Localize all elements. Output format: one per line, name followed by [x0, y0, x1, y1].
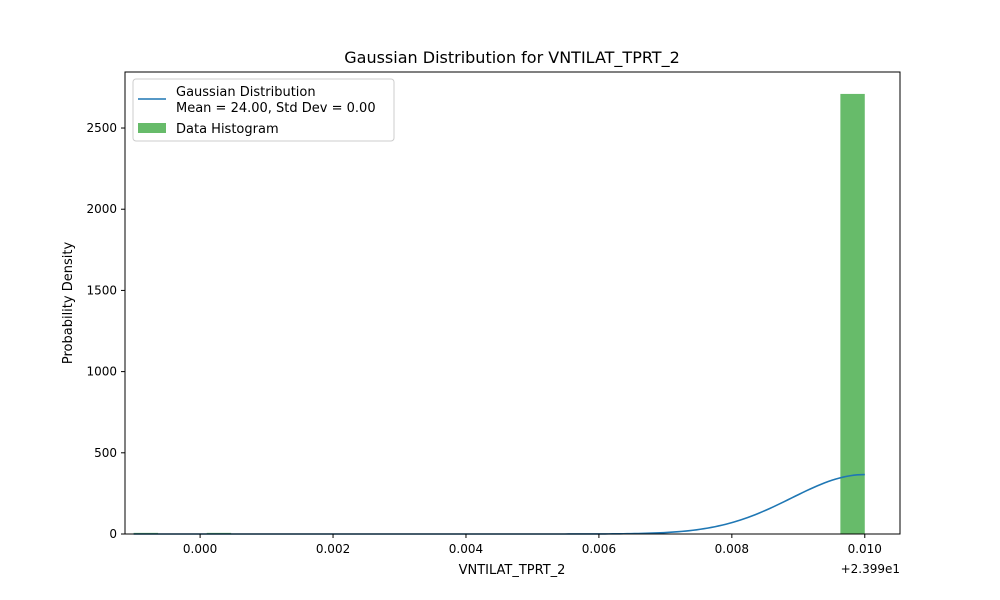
y-tick-label: 500: [94, 446, 117, 460]
x-tick-label: 0.008: [715, 542, 749, 556]
y-axis-ticks: 0 500 1000 1500 2000 2500: [86, 121, 125, 541]
histogram-bars: [133, 93, 865, 534]
y-axis-label: Probability Density: [61, 242, 76, 365]
x-tick-label: 0.002: [316, 542, 350, 556]
x-axis-ticks: 0.000 0.002 0.004 0.006 0.008 0.010: [183, 534, 882, 556]
y-tick-label: 1500: [86, 283, 117, 297]
legend: Gaussian Distribution Mean = 24.00, Std …: [132, 78, 395, 142]
x-tick-label: 0.000: [183, 542, 217, 556]
gaussian-curve: [133, 473, 865, 535]
x-tick-label: 0.006: [582, 542, 616, 556]
legend-label-histogram: Data Histogram: [176, 122, 279, 137]
y-tick-label: 2500: [86, 121, 117, 135]
plot-area: [124, 71, 901, 535]
x-tick-label: 0.004: [449, 542, 483, 556]
legend-box: [132, 78, 395, 142]
x-axis-label: VNTILAT_TPRT_2: [459, 563, 566, 578]
legend-label-gaussian-line2: Mean = 24.00, Std Dev = 0.00: [176, 101, 376, 116]
x-tick-label: 0.010: [848, 542, 882, 556]
y-tick-label: 0: [109, 527, 117, 541]
legend-label-gaussian-line1: Gaussian Distribution: [176, 85, 316, 100]
plot-frame: [124, 71, 901, 535]
y-tick-label: 1000: [86, 365, 117, 379]
histogram-bar: [840, 93, 865, 534]
legend-swatch-histogram: [138, 123, 166, 133]
chart-title: Gaussian Distribution for VNTILAT_TPRT_2: [344, 48, 680, 68]
x-axis-offset-label: +2.399e1: [841, 562, 900, 576]
y-tick-label: 2000: [86, 202, 117, 216]
